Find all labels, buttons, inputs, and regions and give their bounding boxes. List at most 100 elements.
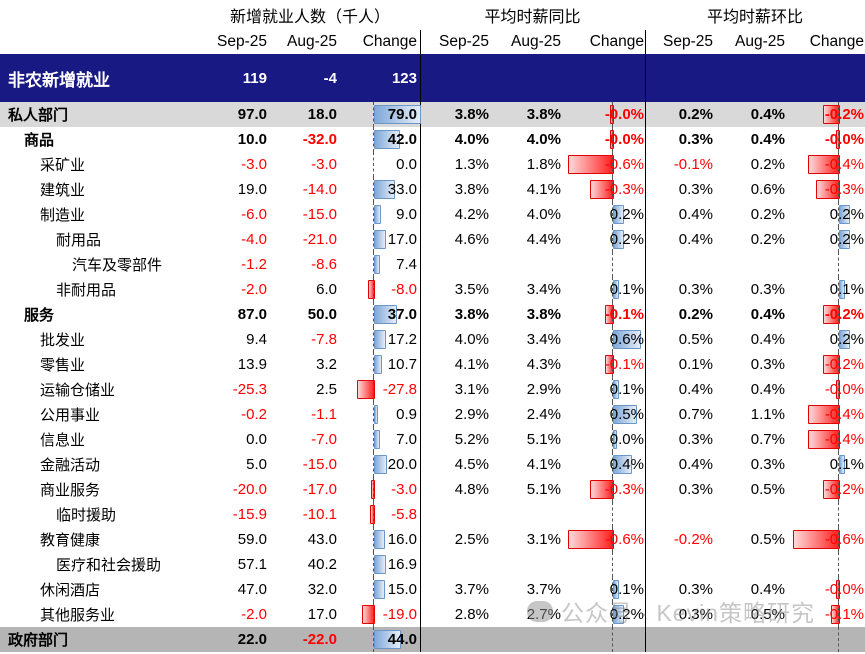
cell-value: 0.5% (750, 481, 785, 498)
cell-mom-change: -0.0% (791, 377, 865, 402)
cell-emp-sep: 97.0 (200, 102, 273, 127)
negative-data-bar (357, 380, 375, 399)
cell-mom-change: -0.0% (791, 577, 865, 602)
section-yoy (420, 54, 645, 102)
cell-value: 4.0% (526, 206, 561, 223)
negative-data-bar (808, 405, 840, 424)
cell-mom-sep: 0.3% (646, 177, 719, 202)
cell-emp-aug: 2.5 (273, 377, 343, 402)
cell-yoy-aug: 2.9% (495, 377, 567, 402)
cell-mom-change: -0.2% (791, 102, 865, 127)
cell-yoy-aug (495, 54, 567, 102)
section-yoy: 4.8% 5.1% -0.3% (420, 477, 645, 502)
section-emp: -2.0 17.0 -19.0 (200, 602, 420, 627)
negative-data-bar (823, 105, 840, 124)
cell-mom-aug: 0.3% (719, 352, 791, 377)
cell-value: -32.0 (302, 131, 337, 148)
cell-value: -0.1% (673, 156, 713, 173)
cell-emp-sep: 10.0 (200, 127, 273, 152)
cell-value: 2.9% (454, 406, 489, 423)
cell-mom-sep: 0.3% (646, 577, 719, 602)
section-mom: 0.4% 0.3% 0.1% (645, 452, 865, 477)
cell-emp-sep: 59.0 (200, 527, 273, 552)
cell-mom-aug: 0.6% (719, 177, 791, 202)
cell-mom-sep: -0.1% (646, 152, 719, 177)
section-emp: -20.0 -17.0 -3.0 (200, 477, 420, 502)
negative-data-bar (568, 155, 614, 174)
positive-data-bar (374, 130, 400, 149)
cell-value: -4 (323, 69, 337, 87)
cell-value: -0.2 (241, 406, 267, 423)
cell-value: -0.0% (824, 581, 864, 598)
table-row: 私人部门 97.0 18.0 79.0 3.8% 3.8% -0.0% 0.2% 0.4% -0.… (0, 102, 865, 127)
cell-mom-sep: 0.4% (646, 377, 719, 402)
cell-emp-sep: 47.0 (200, 577, 273, 602)
cell-value: 0.4% (750, 106, 785, 123)
section-mom: 0.3% 0.5% -0.2% (645, 477, 865, 502)
negative-data-bar (568, 530, 614, 549)
section-emp: 59.0 43.0 16.0 (200, 527, 420, 552)
cell-value: 4.1% (526, 456, 561, 473)
cell-emp-change: 16.0 (343, 527, 420, 552)
zero-axis-line (373, 152, 374, 177)
cell-mom-change (791, 552, 865, 577)
table-row: 教育健康 59.0 43.0 16.0 2.5% 3.1% -0.6% -0.2% 0.5% -0… (0, 527, 865, 552)
cell-yoy-change: 0.1% (567, 577, 645, 602)
zero-axis-line (612, 577, 613, 602)
cell-value: -0.4% (824, 156, 864, 173)
cell-yoy-change (567, 552, 645, 577)
cell-yoy-change: 0.0% (567, 427, 645, 452)
positive-data-bar (613, 455, 633, 474)
cell-value: -0.3% (824, 181, 864, 198)
zero-axis-line (373, 527, 374, 552)
cell-value: 97.0 (237, 106, 267, 123)
cell-emp-change: -3.0 (343, 477, 420, 502)
cell-value: -27.8 (382, 381, 417, 398)
cell-value: 0.5% (609, 406, 644, 423)
cell-yoy-sep: 3.8% (421, 177, 495, 202)
zero-axis-line (612, 477, 613, 502)
zero-axis-line (612, 202, 613, 227)
subheader-employment: Sep-25 Aug-25 Change (200, 30, 420, 54)
cell-emp-change: 7.0 (343, 427, 420, 452)
cell-value: 79.0 (387, 106, 417, 123)
table-row: 非农新增就业 119 -4 123 (0, 54, 865, 102)
cell-yoy-aug (495, 252, 567, 277)
cell-value: 0.7% (678, 406, 713, 423)
group-title-wage-yoy: 平均时薪同比 (484, 9, 581, 26)
cell-emp-change: 0.9 (343, 402, 420, 427)
positive-data-bar (374, 305, 398, 324)
row-label: 休闲酒店 (40, 582, 101, 599)
section-yoy: 4.0% 3.4% 0.6% (420, 327, 645, 352)
cell-value: 0.3% (678, 131, 713, 148)
zero-axis-line (612, 352, 613, 377)
section-emp: 10.0 -32.0 42.0 (200, 127, 420, 152)
zero-axis-line (373, 477, 374, 502)
section-yoy: 4.5% 4.1% 0.4% (420, 452, 645, 477)
cell-value: 4.1% (526, 181, 561, 198)
cell-mom-sep: 0.4% (646, 202, 719, 227)
cell-emp-aug: -10.1 (273, 502, 343, 527)
cell-yoy-change: 0.1% (567, 277, 645, 302)
cell-emp-change: 15.0 (343, 577, 420, 602)
cell-value: 4.4% (526, 231, 561, 248)
cell-mom-sep: 0.4% (646, 452, 719, 477)
section-mom (645, 627, 865, 652)
cell-value: 0.4% (678, 206, 713, 223)
row-label: 采矿业 (40, 157, 86, 174)
cell-mom-change: -0.6% (791, 527, 865, 552)
section-yoy: 2.8% 2.7% 0.2% (420, 602, 645, 627)
zero-axis-line (838, 202, 839, 227)
cell-value: 4.5% (454, 456, 489, 473)
cell-emp-change: 17.0 (343, 227, 420, 252)
zero-axis-line (838, 552, 839, 577)
row-label: 医疗和社会援助 (56, 557, 162, 574)
section-yoy: 3.8% 4.1% -0.3% (420, 177, 645, 202)
section-mom (645, 54, 865, 102)
section-emp: 47.0 32.0 15.0 (200, 577, 420, 602)
cell-value: -1.2 (241, 256, 267, 273)
cell-value: -7.8 (311, 331, 337, 348)
cell-yoy-sep: 4.2% (421, 202, 495, 227)
cell-emp-aug: -7.0 (273, 427, 343, 452)
